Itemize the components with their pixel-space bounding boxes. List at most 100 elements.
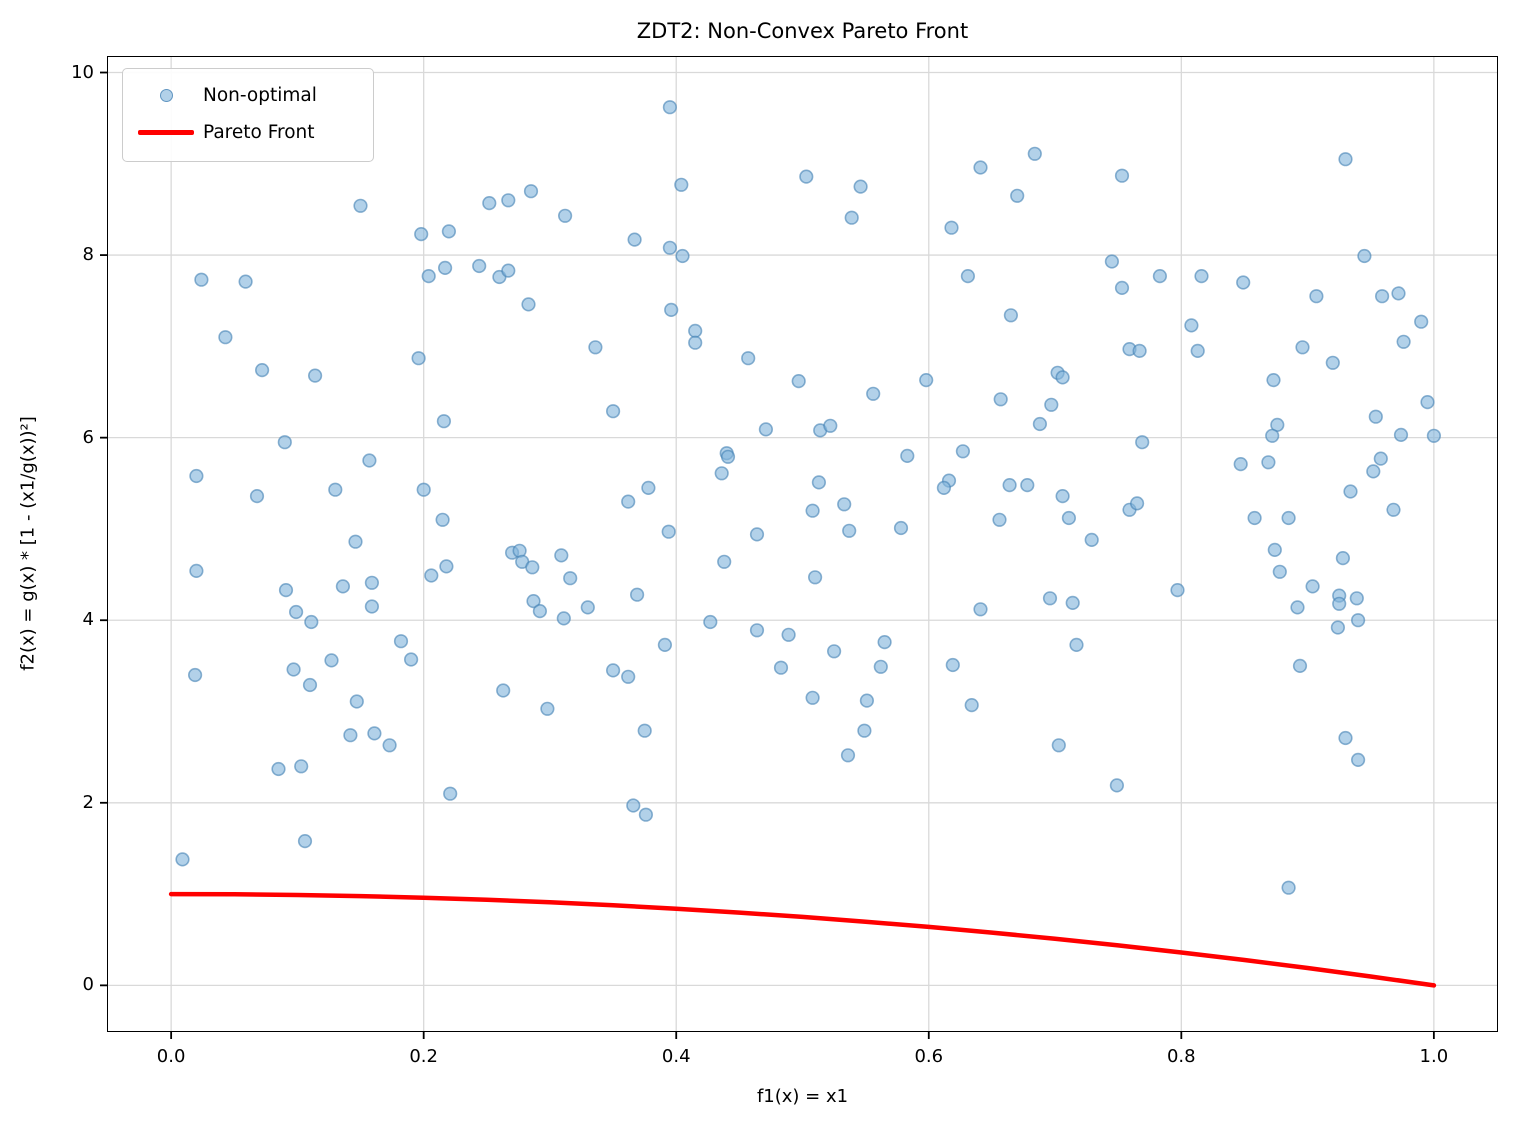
scatter-point: [973, 602, 988, 617]
scatter-point: [1152, 269, 1167, 284]
scatter-point: [1338, 730, 1353, 746]
scatter-point: [1065, 595, 1080, 611]
scatter-point: [1272, 564, 1287, 579]
scatter-point: [1055, 489, 1070, 504]
scatter-point: [324, 653, 339, 668]
scatter-point: [944, 220, 959, 235]
scatter-point: [294, 759, 309, 774]
scatter-point: [741, 351, 756, 366]
scatter-point: [1338, 152, 1353, 167]
scatter-point: [189, 563, 204, 579]
scatter-point: [714, 466, 729, 481]
scatter-point: [629, 587, 645, 602]
legend-swatch: [135, 130, 197, 135]
scatter-point: [805, 503, 820, 518]
scatter-point: [606, 663, 621, 678]
legend-swatch: [135, 89, 197, 102]
scatter-point: [1020, 478, 1035, 493]
scatter-point: [1236, 275, 1251, 290]
chart-canvas: [100, 57, 1497, 1039]
y-tick-label: 10: [71, 61, 94, 83]
scatter-point: [807, 570, 823, 585]
scatter-point: [218, 330, 233, 345]
scatter-point: [1061, 510, 1077, 526]
y-tick-label: 2: [82, 791, 94, 813]
scatter-point: [1374, 289, 1390, 304]
scatter-point: [799, 169, 814, 184]
scatter-point: [1051, 738, 1066, 753]
scatter-point: [362, 453, 377, 468]
scatter-point: [823, 418, 838, 433]
scatter-point: [717, 554, 732, 569]
scatter-point: [1325, 355, 1340, 370]
scatter-point: [1132, 343, 1147, 359]
scatter-point: [1391, 286, 1406, 301]
scatter-point: [791, 374, 806, 389]
scatter-point: [521, 297, 536, 312]
scatter-point: [328, 482, 343, 497]
scatter-point: [1190, 343, 1205, 359]
scatter-point: [664, 302, 679, 317]
scatter-point: [297, 833, 313, 849]
scatter-point: [501, 193, 516, 208]
scatter-point: [919, 373, 934, 388]
scatter-point: [194, 272, 209, 287]
scatter-point: [1335, 551, 1350, 566]
scatter-point: [749, 527, 765, 542]
scatter-point: [1266, 373, 1281, 388]
scatter-point: [781, 627, 796, 642]
scatter-point: [638, 807, 654, 822]
scatter-point: [271, 761, 286, 777]
scatter-point: [936, 480, 952, 496]
scatter-point: [304, 614, 319, 630]
x-tick-label: 0.0: [156, 1046, 186, 1067]
scatter-point: [1357, 248, 1372, 264]
scatter-point: [674, 177, 689, 192]
scatter-point: [580, 600, 595, 615]
scatter-point: [308, 368, 323, 383]
scatter-point: [393, 634, 409, 649]
scatter-point: [554, 548, 569, 563]
scatter-point: [859, 693, 875, 708]
scatter-point: [482, 196, 497, 211]
scatter-point: [1350, 613, 1366, 628]
legend-entry-non-optimal: Non-optimal: [135, 77, 361, 114]
scatter-point: [404, 652, 419, 667]
scatter-point: [238, 274, 253, 289]
scatter-point: [893, 520, 909, 536]
x-tick-label: 0.4: [661, 1046, 691, 1067]
scatter-point: [1267, 542, 1282, 558]
scatter-point: [443, 786, 458, 801]
scatter-point: [540, 701, 555, 716]
scatter-point: [1332, 596, 1347, 611]
scatter-point: [289, 604, 304, 620]
scatter-point: [438, 260, 453, 275]
scatter-point: [992, 512, 1007, 527]
scatter-point: [175, 852, 190, 867]
scatter-point: [1170, 582, 1185, 598]
scatter-point: [302, 677, 318, 693]
scatter-point: [1420, 395, 1435, 410]
scatter-point: [424, 568, 439, 583]
scatter-point: [837, 497, 852, 512]
scatter-point: [435, 512, 450, 527]
scatter-point: [1135, 435, 1150, 450]
scatter-point: [662, 100, 678, 115]
scatter-point: [1386, 502, 1401, 517]
scatter-point: [720, 449, 736, 464]
scatter-point: [1343, 484, 1358, 499]
scatter-point: [842, 523, 857, 538]
scatter-point: [1393, 427, 1409, 443]
scatter-point: [441, 224, 457, 239]
scatter-point: [840, 748, 856, 763]
scatter-point: [773, 660, 789, 675]
scatter-point: [811, 475, 827, 490]
scatter-point: [367, 726, 382, 741]
scatter-point: [637, 723, 652, 738]
x-tick-label: 0.8: [1166, 1046, 1196, 1067]
scatter-point: [1114, 168, 1130, 183]
scatter-point: [1396, 334, 1411, 349]
legend-entry-pareto-front: Pareto Front: [135, 114, 361, 151]
scatter-point: [627, 232, 642, 247]
scatter-point: [626, 798, 641, 813]
